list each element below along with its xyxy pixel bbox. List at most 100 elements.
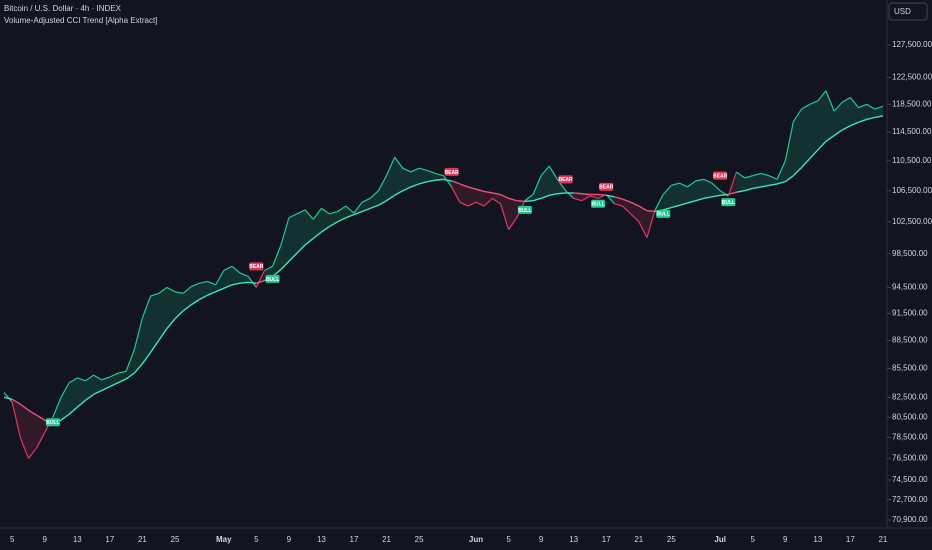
trend-line [280, 260, 290, 271]
price-line [679, 182, 688, 188]
trend-line [663, 206, 672, 211]
signal-label [656, 209, 671, 218]
trend-line [76, 399, 86, 408]
trend-line [614, 196, 623, 200]
trend-band [663, 185, 672, 210]
trend-line [606, 194, 615, 198]
trend-band [150, 293, 159, 353]
trend-band [695, 179, 704, 201]
trend-line [451, 180, 461, 185]
trend-line [239, 281, 249, 284]
trend-line [581, 193, 591, 196]
price-line [272, 245, 282, 267]
trend-line [133, 363, 143, 374]
x-tick-label: 21 [634, 535, 643, 544]
signal-label [558, 175, 573, 184]
price-line [874, 105, 884, 110]
trend-band [809, 100, 818, 159]
x-tick-label: 25 [171, 535, 180, 544]
trend-band [69, 377, 78, 415]
trend-band [199, 281, 208, 300]
trend-band [215, 270, 224, 292]
trend-line [174, 310, 184, 320]
trend-line [841, 125, 851, 131]
y-tick-label: 78,500.00 [892, 433, 928, 442]
trend-line [573, 192, 582, 195]
signal-label [517, 205, 532, 214]
y-tick-label: 98,500.00 [892, 249, 928, 258]
y-tick-label: 70,900.00 [892, 515, 928, 524]
price-line [858, 103, 867, 109]
price-line [849, 97, 859, 109]
trend-line [158, 328, 168, 341]
price-line [215, 270, 225, 286]
currency-label[interactable]: USD [894, 7, 911, 16]
y-tick-label: 72,700.00 [892, 495, 928, 504]
x-tick-label: 17 [846, 535, 855, 544]
trend-line [256, 279, 265, 284]
trend-line [207, 291, 216, 296]
trend-line [117, 378, 127, 384]
trend-line [304, 237, 314, 246]
trend-band [126, 349, 135, 379]
trend-line [484, 190, 493, 194]
price-line [451, 186, 461, 203]
price-line [866, 103, 876, 110]
price-line [264, 265, 273, 272]
trend-line [711, 194, 721, 198]
trend-line [467, 186, 477, 190]
trend-band [793, 109, 802, 176]
trend-band [484, 191, 493, 207]
price-line [435, 172, 444, 177]
signal-text: BULL [518, 208, 531, 214]
price-line [760, 172, 770, 177]
trend-line [768, 183, 778, 187]
trend-line [833, 129, 843, 137]
x-tick-label: 13 [569, 535, 578, 544]
price-line [77, 377, 86, 382]
trend-band [378, 175, 387, 206]
price-line [833, 101, 843, 112]
x-tick-label: 9 [43, 535, 48, 544]
trend-line [427, 179, 436, 183]
trend-line [630, 201, 640, 207]
price-line [52, 397, 62, 418]
trend-band [459, 183, 468, 207]
price-line [581, 195, 591, 202]
y-tick-label: 118,500.00 [892, 99, 932, 108]
price-line [247, 276, 257, 288]
trend-line [125, 372, 135, 380]
trend-band [834, 102, 843, 136]
price-line [752, 172, 762, 177]
trend-line [532, 197, 542, 202]
trend-band [280, 217, 289, 270]
x-tick-label: 9 [287, 535, 292, 544]
y-tick-label: 102,500.00 [892, 217, 932, 226]
trend-band [410, 168, 420, 187]
trend-line [215, 287, 225, 293]
price-line [573, 197, 583, 202]
price-line [467, 201, 477, 207]
trend-line [784, 175, 794, 183]
trend-line [85, 393, 94, 401]
trend-band [703, 179, 713, 199]
price-line [491, 197, 501, 205]
trend-band [321, 208, 330, 233]
trend-line [93, 389, 103, 396]
currency-button[interactable] [888, 2, 928, 21]
price-line [288, 213, 298, 219]
price-line [11, 402, 21, 438]
trend-band [817, 90, 826, 150]
trend-line [321, 225, 330, 233]
trend-band [272, 245, 281, 277]
y-tick-label: 80,500.00 [892, 412, 928, 421]
trend-band [500, 194, 509, 230]
price-line [36, 432, 46, 449]
price-line [369, 190, 379, 199]
trend-line [744, 187, 753, 192]
price-line [3, 392, 13, 403]
trend-band [825, 90, 835, 142]
trend-line [378, 200, 387, 206]
trend-line [109, 382, 119, 388]
price-line [646, 209, 656, 238]
